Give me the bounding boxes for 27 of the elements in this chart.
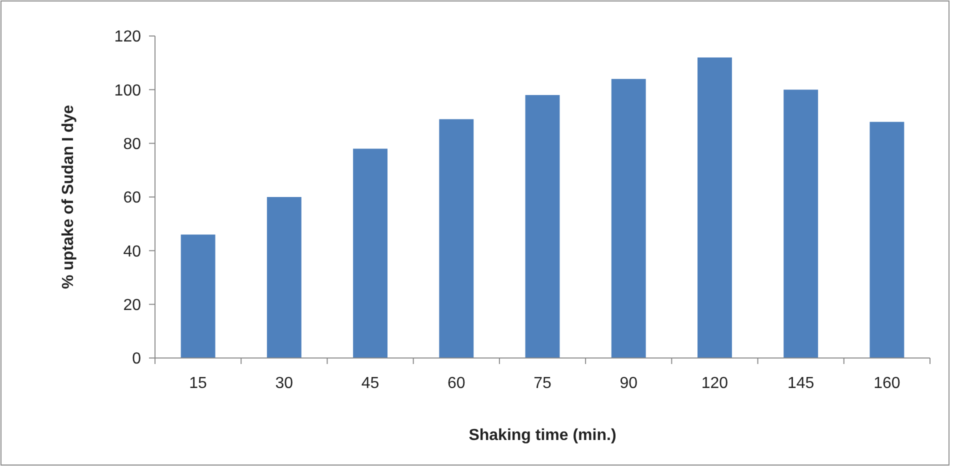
y-tick-label: 20 bbox=[123, 296, 142, 314]
x-tick-label: 120 bbox=[701, 375, 728, 392]
y-tick-label: 120 bbox=[114, 28, 142, 46]
x-tick-label: 145 bbox=[787, 375, 814, 392]
bar bbox=[525, 95, 560, 358]
y-axis-title: % uptake of Sudan I dye bbox=[60, 104, 77, 290]
bar bbox=[698, 57, 732, 358]
x-tick-label: 75 bbox=[534, 375, 552, 392]
bar bbox=[266, 197, 302, 358]
y-tick-label: 0 bbox=[132, 350, 142, 368]
y-tick-label: 60 bbox=[123, 190, 142, 207]
x-tick-label: 60 bbox=[447, 375, 466, 392]
x-tick-label: 45 bbox=[361, 375, 380, 392]
bar bbox=[439, 119, 474, 358]
bar bbox=[353, 148, 388, 358]
bar bbox=[870, 122, 904, 358]
x-tick-label: 30 bbox=[275, 375, 294, 392]
y-tick-label: 40 bbox=[123, 243, 142, 260]
y-tick-label: 80 bbox=[123, 136, 142, 153]
bar bbox=[180, 234, 216, 358]
x-tick-label: 160 bbox=[874, 375, 900, 392]
x-axis-title: Shaking time (min.) bbox=[468, 427, 616, 444]
bar bbox=[784, 90, 818, 358]
x-tick-label: 90 bbox=[620, 375, 638, 392]
x-tick-label: 15 bbox=[189, 375, 208, 392]
y-tick-label: 100 bbox=[114, 82, 142, 100]
bar bbox=[611, 78, 646, 358]
